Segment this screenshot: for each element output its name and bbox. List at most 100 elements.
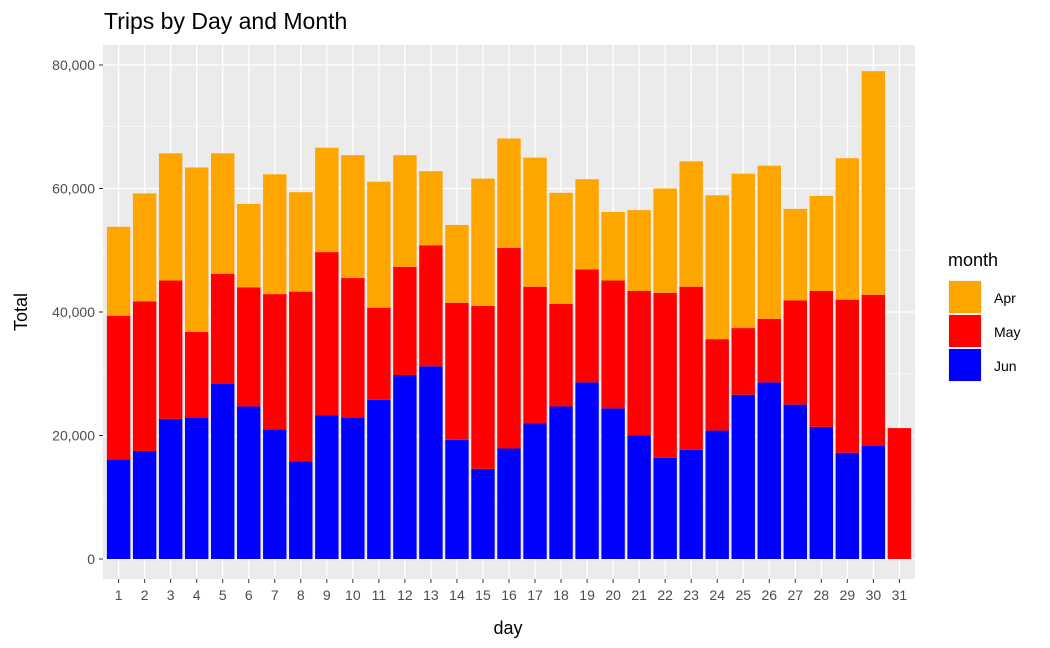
- bar-may-day-14: [445, 302, 469, 440]
- bar-jun-day-4: [184, 417, 209, 559]
- bar-apr-day-7: [263, 174, 287, 295]
- bar-may-day-21: [627, 291, 651, 436]
- y-axis-title: Total: [11, 293, 31, 331]
- bar-may-day-11: [367, 307, 391, 400]
- bar-apr-day-14: [445, 224, 469, 303]
- bar-apr-day-21: [627, 210, 651, 292]
- bar-apr-day-30: [861, 71, 886, 295]
- bar-apr-day-6: [237, 203, 261, 288]
- bar-jun-day-24: [705, 430, 729, 559]
- bar-may-day-7: [263, 294, 287, 430]
- bar-may-day-5: [211, 273, 235, 384]
- bar-may-day-30: [861, 294, 886, 446]
- bar-apr-day-13: [419, 171, 443, 246]
- bar-apr-day-25: [731, 173, 755, 329]
- bar-apr-day-19: [575, 179, 599, 270]
- bar-jun-day-21: [627, 435, 651, 559]
- bar-apr-day-26: [757, 165, 781, 319]
- bar-may-day-25: [731, 328, 755, 395]
- x-tick-label: 6: [245, 587, 253, 603]
- x-axis-title: day: [493, 618, 522, 638]
- y-tick-label: 0: [87, 551, 95, 567]
- bar-apr-day-20: [601, 211, 625, 281]
- bar-jun-day-18: [549, 406, 573, 559]
- x-tick-label: 13: [423, 587, 439, 603]
- x-tick-label: 16: [501, 587, 517, 603]
- bar-may-day-26: [757, 318, 781, 383]
- legend-swatch-may: [949, 315, 981, 347]
- bar-apr-day-15: [471, 178, 495, 306]
- bar-apr-day-1: [106, 226, 131, 316]
- bar-jun-day-22: [653, 457, 677, 559]
- x-tick-label: 26: [761, 587, 777, 603]
- bar-may-day-31: [887, 428, 912, 559]
- bar-jun-day-6: [237, 406, 261, 559]
- bar-jun-day-27: [783, 404, 807, 559]
- bar-apr-day-23: [679, 161, 703, 287]
- bar-may-day-28: [809, 291, 834, 427]
- legend: month Apr May Jun: [948, 250, 1020, 382]
- x-tick-label: 12: [397, 587, 413, 603]
- bar-jun-day-28: [809, 426, 834, 559]
- y-tick-label: 80,000: [52, 57, 95, 73]
- bar-jun-day-12: [393, 374, 417, 559]
- x-tick-label: 17: [527, 587, 543, 603]
- bar-may-day-2: [132, 301, 157, 451]
- x-tick-label: 20: [605, 587, 621, 603]
- x-tick-label: 29: [840, 587, 856, 603]
- bar-may-day-6: [237, 287, 261, 407]
- bar-apr-day-17: [523, 157, 547, 287]
- bar-may-day-22: [653, 292, 677, 458]
- bar-may-day-13: [419, 245, 443, 367]
- x-tick-label: 25: [735, 587, 751, 603]
- x-tick-label: 8: [297, 587, 305, 603]
- legend-title: month: [948, 250, 998, 270]
- bar-jun-day-20: [601, 408, 625, 559]
- x-tick-label: 18: [553, 587, 569, 603]
- bar-jun-day-5: [211, 383, 235, 559]
- bars: [106, 71, 912, 559]
- legend-swatch-jun: [949, 349, 981, 381]
- x-tick-label: 14: [449, 587, 465, 603]
- bar-may-day-10: [341, 278, 365, 418]
- bar-apr-day-28: [809, 195, 834, 292]
- bar-jun-day-23: [679, 449, 703, 559]
- bar-jun-day-11: [367, 399, 391, 559]
- y-tick-label: 40,000: [52, 304, 95, 320]
- legend-label-may: May: [994, 324, 1020, 340]
- bar-apr-day-9: [315, 147, 339, 253]
- x-tick-label: 24: [709, 587, 725, 603]
- y-tick-label: 60,000: [52, 181, 95, 197]
- y-tick-label: 20,000: [52, 428, 95, 444]
- x-tick-label: 1: [115, 587, 123, 603]
- bar-jun-day-25: [731, 394, 755, 559]
- bar-jun-day-16: [497, 448, 521, 559]
- bar-apr-day-27: [783, 208, 807, 301]
- x-tick-label: 31: [892, 587, 908, 603]
- x-tick-label: 7: [271, 587, 279, 603]
- bar-jun-day-13: [419, 366, 443, 559]
- bar-may-day-16: [497, 247, 521, 449]
- x-tick-label: 27: [787, 587, 803, 603]
- legend-label-jun: Jun: [994, 358, 1017, 374]
- chart-title: Trips by Day and Month: [104, 8, 348, 34]
- bar-apr-day-29: [835, 158, 860, 300]
- bar-may-day-8: [289, 291, 313, 462]
- bar-apr-day-8: [289, 192, 313, 292]
- x-tick-label: 30: [866, 587, 882, 603]
- bar-apr-day-24: [705, 195, 729, 340]
- x-tick-label: 4: [193, 587, 201, 603]
- bar-apr-day-2: [132, 193, 157, 302]
- bar-apr-day-4: [184, 167, 209, 332]
- bar-jun-day-2: [132, 450, 157, 559]
- bar-may-day-17: [523, 286, 547, 424]
- x-tick-label: 5: [219, 587, 227, 603]
- x-tick-label: 22: [657, 587, 673, 603]
- x-axis: 1 2 3 4 5 6 7 8 9 10 11 12 13 14 15 16 17 18 19 20 21 22 23 24 2…: [115, 579, 908, 603]
- x-tick-label: 28: [814, 587, 830, 603]
- x-tick-label: 3: [167, 587, 175, 603]
- x-tick-label: 21: [631, 587, 647, 603]
- bar-jun-day-3: [158, 418, 183, 559]
- bar-may-day-3: [158, 280, 183, 419]
- bar-apr-day-22: [653, 188, 677, 293]
